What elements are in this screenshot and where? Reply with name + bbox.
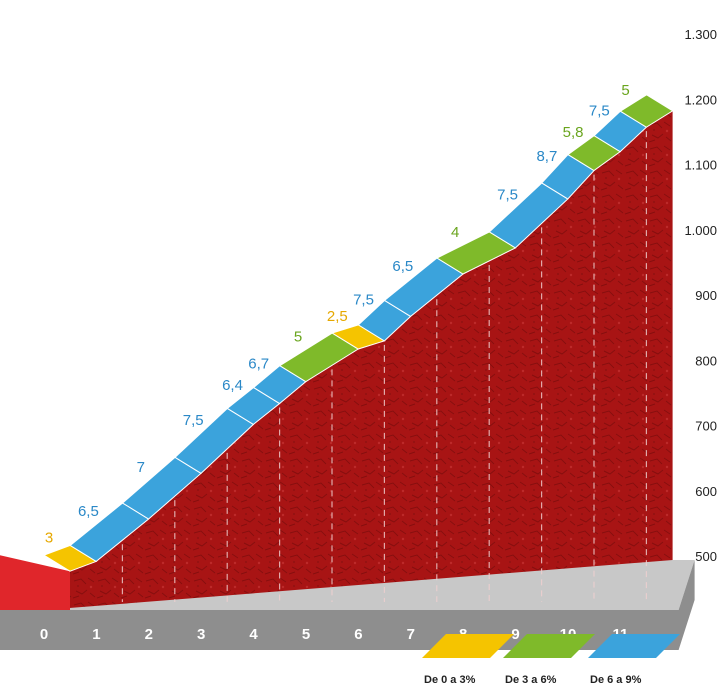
y-tick-label: 1.300 [684,27,717,42]
x-tick-label: 9 [511,626,519,643]
gradient-labels: 3 6,5 7 7,5 6,4 6,7 5 2,5 7,5 6,5 4 7,5 8,7 5,8 7,5 5 [45,82,630,546]
x-tick-label: 2 [145,626,153,643]
y-tick-label: 800 [695,353,717,368]
mountain-body [44,110,673,610]
x-tick-label: 5 [302,626,310,643]
y-tick-label: 1.200 [684,92,717,107]
gradient-label: 3 [45,529,53,546]
gradient-label: 7,5 [589,102,610,119]
y-tick-label: 900 [695,288,717,303]
start-block [0,555,70,610]
legend-swatch [588,634,680,658]
gradient-label: 4 [451,224,459,241]
legend-label: De 0 a 3% [424,674,476,686]
mountain-profile [0,110,673,610]
legend: De 0 a 3% De 3 a 6% De 6 a 9% [422,634,680,686]
gradient-label: 6,5 [78,503,99,520]
gradient-label: 2,5 [327,308,348,325]
gradient-label: 6,4 [222,377,243,394]
gradient-label: 5 [621,82,629,99]
x-tick-label: 4 [249,626,258,643]
gradient-label: 5 [294,328,302,345]
legend-label: De 3 a 6% [505,674,557,686]
y-tick-label: 500 [695,549,717,564]
ground-front-face [0,560,695,650]
gradient-label: 6,7 [248,356,269,373]
altitude-axis: 500 600 700 800 900 1.000 1.100 1.200 1.300 [684,27,717,564]
gradient-bands [42,94,674,572]
x-tick-label: 7 [407,626,415,643]
y-tick-label: 1.000 [684,223,717,238]
legend-swatch [422,634,514,658]
y-tick-label: 700 [695,419,717,434]
gradient-band [619,94,674,128]
legend-label: De 6 a 9% [590,674,642,686]
x-tick-label: 0 [40,626,48,643]
y-tick-label: 1.100 [684,158,717,173]
gradient-label: 7 [137,459,145,476]
x-tick-label: 3 [197,626,205,643]
gradient-label: 6,5 [392,258,413,275]
x-tick-label: 6 [354,626,362,643]
x-tick-label: 1 [92,626,100,643]
gradient-label: 7,5 [497,186,518,203]
y-tick-label: 600 [695,484,717,499]
legend-swatch [503,634,595,658]
gradient-label: 7,5 [353,292,374,309]
gradient-label: 5,8 [563,124,584,141]
gradient-label: 8,7 [536,148,557,165]
gradient-label: 7,5 [183,412,204,429]
